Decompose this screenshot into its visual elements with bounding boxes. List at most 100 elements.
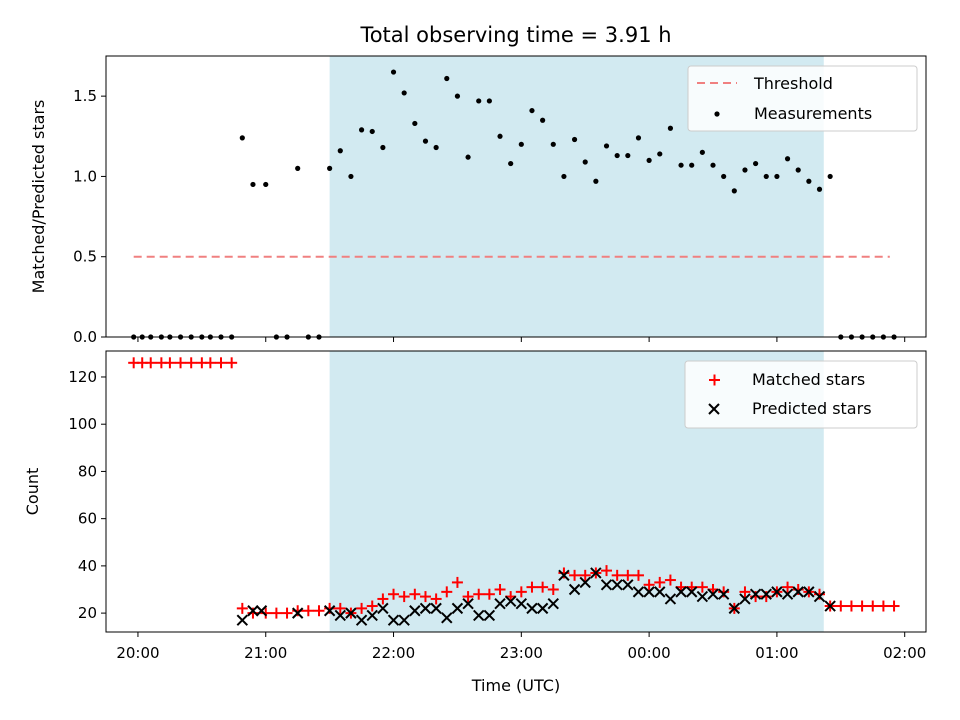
matched-star-point xyxy=(654,576,666,588)
predicted-star-point xyxy=(462,597,474,610)
matched-star-point xyxy=(215,357,227,369)
matched-star-point xyxy=(601,565,613,577)
matched-star-point xyxy=(483,588,495,600)
matched-star-point xyxy=(313,605,325,617)
measurement-point xyxy=(731,188,737,194)
measurement-point xyxy=(550,141,556,147)
matched-star-point xyxy=(292,605,304,617)
matched-star-point xyxy=(451,576,463,588)
measurement-point xyxy=(614,152,620,159)
measurement-point xyxy=(540,117,546,123)
matched-star-point xyxy=(835,600,847,612)
count-panel: 20 40 60 80 100 120 20:00 21:00 22:00 23:00 00:00… xyxy=(23,350,927,695)
measurement-point xyxy=(444,75,450,82)
measurement-point xyxy=(476,98,482,104)
matched-star-point xyxy=(430,593,442,605)
y-tick-label: 0.0 xyxy=(73,328,97,346)
matched-star-point xyxy=(185,357,197,369)
matched-star-point xyxy=(643,579,655,591)
matched-star-point xyxy=(388,588,400,600)
predicted-star-point xyxy=(441,612,453,624)
matched-star-point xyxy=(236,602,248,614)
bottom-legend: Matched stars Predicted stars xyxy=(684,360,918,429)
chart-title: Total observing time = 3.91 h xyxy=(359,23,671,47)
measurement-point xyxy=(263,181,269,188)
bottom-y-ticks: 20 40 60 80 100 120 xyxy=(68,368,106,622)
matched-star-point xyxy=(547,583,559,595)
measurement-point xyxy=(827,173,833,180)
matched-stars-points xyxy=(128,357,900,619)
x-tick-label: 01:00 xyxy=(755,644,798,662)
predicted-star-point xyxy=(781,588,794,600)
matched-star-point xyxy=(526,581,538,593)
measurement-point xyxy=(721,173,727,180)
y-tick-label: 80 xyxy=(78,462,97,480)
measurement-point xyxy=(465,154,471,160)
matched-star-point xyxy=(782,581,794,593)
predicted-star-point xyxy=(696,590,709,603)
measurement-point xyxy=(806,178,812,184)
predicted-star-point xyxy=(345,607,357,619)
matched-star-point xyxy=(579,569,591,581)
legend-predicted-label: Predicted stars xyxy=(752,399,872,418)
predicted-star-point xyxy=(760,588,772,600)
legend-box xyxy=(687,65,918,132)
predicted-star-point xyxy=(771,586,783,598)
measurement-point xyxy=(295,165,301,171)
measurement-point xyxy=(635,135,642,141)
top-axes-frame xyxy=(105,55,927,338)
predicted-star-point xyxy=(419,602,432,615)
matched-star-point xyxy=(877,600,889,612)
measurement-point xyxy=(369,128,375,135)
legend-measurements-label: Measurements xyxy=(754,104,872,123)
matched-star-point xyxy=(867,600,879,612)
top-legend: Threshold Measurements xyxy=(687,65,918,132)
predicted-star-point xyxy=(536,602,549,615)
measurement-points xyxy=(131,69,897,340)
bottom-axes-frame xyxy=(105,350,927,633)
predicted-star-point xyxy=(387,614,400,626)
measurement-point xyxy=(689,162,695,168)
legend-threshold-label: Threshold xyxy=(753,74,833,93)
predicted-star-point xyxy=(749,588,762,600)
measurement-point xyxy=(603,143,610,149)
measurement-point xyxy=(250,181,256,188)
matched-star-point xyxy=(856,600,868,612)
predicted-star-point xyxy=(824,600,836,612)
measurement-point xyxy=(742,167,748,173)
predicted-star-point xyxy=(334,609,346,622)
y-tick-label: 1.0 xyxy=(73,167,97,185)
measurement-point xyxy=(678,162,684,168)
top-y-ticks: 0.0 0.5 1.0 1.5 xyxy=(73,87,106,346)
predicted-star-point xyxy=(515,597,528,610)
matched-star-point xyxy=(419,591,431,603)
predicted-star-point xyxy=(483,609,496,622)
measurement-point xyxy=(401,90,407,96)
measurement-point xyxy=(753,160,759,167)
predicted-star-point xyxy=(622,579,634,591)
x-axis-label: Time (UTC) xyxy=(471,676,560,695)
legend-predicted-swatch xyxy=(708,403,720,415)
matched-star-point xyxy=(515,586,527,598)
x-tick-label: 23:00 xyxy=(500,644,543,662)
matched-star-point xyxy=(632,569,644,581)
x-tick-label: 20:00 xyxy=(116,644,159,662)
predicted-star-point xyxy=(409,605,421,617)
matched-star-point xyxy=(356,602,368,614)
predicted-star-point xyxy=(366,609,378,622)
y-tick-label: 1.5 xyxy=(73,87,97,105)
measurement-point xyxy=(625,152,631,159)
predicted-star-point xyxy=(643,586,655,598)
measurement-point xyxy=(582,159,588,165)
matched-star-point xyxy=(462,591,474,603)
matched-star-point xyxy=(164,357,176,369)
predicted-star-point xyxy=(355,614,368,626)
measurement-point xyxy=(763,173,769,180)
measurement-point xyxy=(390,69,397,75)
matched-star-point xyxy=(569,569,581,581)
measurement-point xyxy=(337,148,343,154)
matched-star-point xyxy=(622,569,634,581)
predicted-star-point xyxy=(568,583,581,596)
matched-star-point xyxy=(739,586,751,598)
